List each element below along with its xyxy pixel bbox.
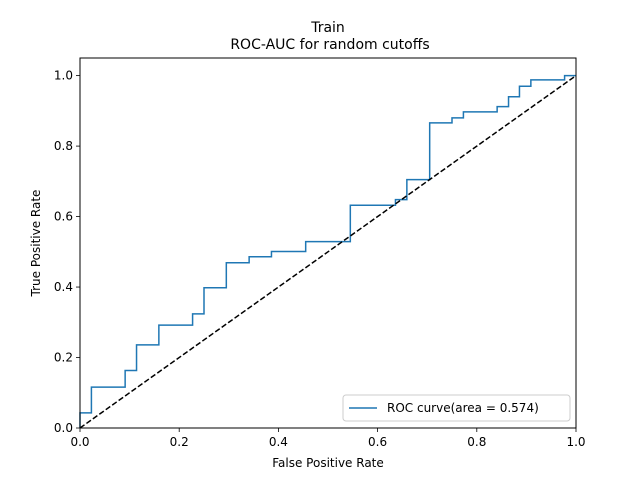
- chance-diagonal-line: [79, 75, 577, 429]
- x-tick-label: 0.0: [70, 435, 89, 449]
- x-tick-label: 0.2: [170, 435, 189, 449]
- series-layer: [79, 74, 577, 429]
- roc-curve-line: [79, 74, 576, 428]
- x-axis-label: False Positive Rate: [272, 456, 384, 470]
- chart-title: Train: [310, 20, 345, 36]
- x-tick-label: 1.0: [566, 435, 585, 449]
- y-axis-label: True Positive Rate: [29, 190, 43, 298]
- y-tick-label: 0.0: [54, 421, 73, 435]
- x-axis-ticks: 0.0 0.2 0.4 0.6 0.8 1.0: [70, 428, 586, 449]
- x-tick-label: 0.4: [269, 435, 288, 449]
- y-axis-ticks: 0.0 0.2 0.4 0.6 0.8 1.0: [54, 69, 80, 435]
- y-tick-label: 0.2: [54, 351, 73, 365]
- y-tick-label: 0.8: [54, 139, 73, 153]
- y-tick-label: 1.0: [54, 69, 73, 83]
- plot-area: 0.0 0.2 0.4 0.6 0.8 1.0 0.0 0.2 0.4 0.6 0.8 1.0: [54, 57, 586, 449]
- legend: ROC curve(area = 0.574): [342, 394, 571, 422]
- y-tick-label: 0.6: [54, 210, 73, 224]
- x-tick-label: 0.8: [467, 435, 486, 449]
- plot-frame: [79, 57, 577, 429]
- x-tick-label: 0.6: [368, 435, 387, 449]
- legend-box: [342, 394, 571, 422]
- chart-subtitle: ROC-AUC for random cutoffs: [230, 37, 429, 53]
- y-tick-label: 0.4: [54, 280, 73, 294]
- legend-label: ROC curve(area = 0.574): [387, 401, 539, 415]
